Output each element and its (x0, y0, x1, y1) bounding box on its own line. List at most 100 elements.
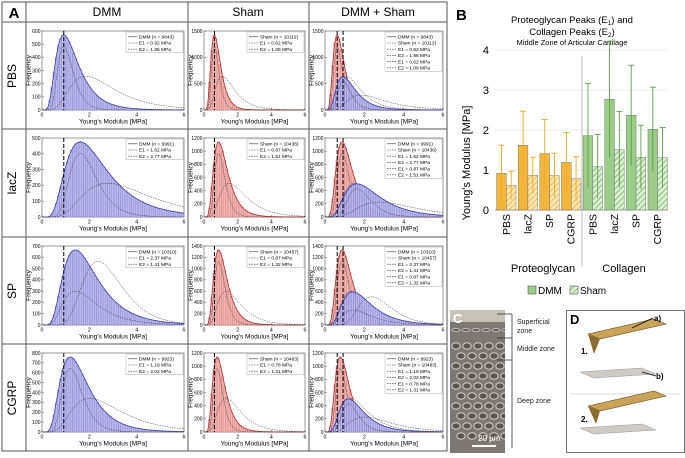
chondrocyte-icon (463, 423, 471, 429)
chondrocyte-icon (457, 393, 465, 399)
legend-text: DMM (n = 9991) (398, 142, 433, 148)
dmm-bar (127, 311, 129, 325)
dmm-bar (59, 286, 61, 325)
sham-bar (228, 404, 230, 432)
dmm-bar (347, 189, 349, 217)
y-tick-label: 200 (194, 202, 203, 208)
dmm-bar (417, 212, 419, 217)
dmm-bar (125, 425, 127, 432)
legend-text: DMM (n = 9843) (398, 35, 433, 41)
dmm-bar (351, 292, 353, 325)
y-tick-label: 400 (315, 403, 324, 409)
dmm-bar (129, 427, 131, 432)
x-tick-label: 0 (324, 113, 327, 119)
legend-label-sham: Sham (580, 286, 606, 297)
legend-text: E1 = 0.92 MPa (398, 47, 430, 53)
legend-text: E2 = 2.02 MPa (398, 375, 430, 381)
dmm-bar (136, 428, 138, 432)
legend-label-dmm: DMM (538, 286, 562, 297)
x-axis-label: Young's Modulus [MPa] (221, 119, 289, 126)
y-tick-label: 400 (32, 55, 41, 61)
sham-bar (226, 169, 228, 217)
dmm-bar (353, 402, 355, 432)
dmm-bar (118, 185, 120, 217)
dmm-bar (167, 210, 169, 217)
dmm-bar (351, 86, 353, 110)
dmm-bar (142, 202, 144, 217)
dmm-bar (110, 175, 112, 217)
dmm-bar (423, 213, 425, 217)
chondrocyte-icon (452, 423, 460, 429)
dmm-bar (380, 312, 382, 325)
sham-bar (230, 411, 232, 432)
dmm-bar (105, 292, 107, 325)
x-tick-label: 0 (41, 328, 44, 334)
chondrocyte-icon (457, 353, 465, 359)
chondrocyte-icon (496, 383, 504, 389)
dmm-bar (114, 302, 116, 325)
chondrocyte-icon (468, 393, 476, 399)
dmm-bar (358, 294, 360, 325)
dmm-bar (75, 362, 77, 432)
y-tick-label: 400 (194, 188, 203, 194)
y-tick-label: 200 (32, 300, 41, 306)
dmm-bar (345, 297, 347, 325)
x-tick-label: 0 (203, 435, 206, 441)
dmm-bar (147, 319, 149, 325)
legend-text: E1 = 0.87 MPa (398, 274, 430, 280)
panel-c-letter: C (453, 311, 463, 326)
y-tick-label: 800 (315, 278, 324, 284)
y-tick-label: 800 (32, 351, 41, 357)
y-tick-label: 800 (315, 162, 324, 168)
y-tick-label: 700 (32, 244, 41, 250)
y-axis-label: Frequency (188, 54, 195, 85)
dmm-bar (127, 193, 129, 217)
dmm-bar (367, 302, 369, 325)
dmm-bar (386, 202, 388, 217)
dmm-bar (86, 145, 88, 217)
x-tick-label: 6 (183, 328, 186, 334)
dmm-bar (70, 357, 72, 432)
dmm-bar (149, 319, 151, 325)
sham-bar (239, 315, 241, 325)
sham-bar (235, 308, 237, 325)
dmm-bar (138, 200, 140, 217)
category-label: CGRP (652, 214, 664, 244)
dmm-bar (364, 100, 366, 110)
y-tick-label: 300 (32, 68, 41, 74)
dmm-bar (415, 212, 417, 217)
dmm-bar (114, 181, 116, 217)
dmm-bar (162, 209, 164, 217)
dmm-bar (97, 158, 99, 217)
label-b: b) (656, 372, 664, 381)
panel-b-bar-chart: B Proteoglycan Peaks (E1) and Collagen P… (456, 7, 668, 297)
y-tick-label: 700 (32, 361, 41, 367)
dmm-bar (182, 213, 184, 217)
dmm-bar (99, 283, 101, 325)
y-tick-label: 1200 (312, 255, 323, 261)
y-tick-label: 100 (32, 420, 41, 426)
y-tick-label: 600 (194, 289, 203, 295)
legend-text: E2 = 2.77 MPa (398, 160, 430, 166)
dmm-bar (391, 204, 393, 217)
flat-cell-icon (452, 328, 460, 331)
dmm-bar (371, 191, 373, 217)
sham-bar (217, 358, 219, 432)
y-tick-label: 1200 (191, 255, 202, 261)
dmm-bar (175, 212, 177, 217)
panel-d-schematic: D a) 1. b) 2. (566, 310, 685, 453)
y-tick-label: 300 (32, 167, 41, 173)
x-axis-label: Young's Modulus [MPa] (350, 119, 418, 126)
x-axis-label: Young's Modulus [MPa] (79, 119, 147, 126)
chondrocyte-icon (474, 363, 482, 369)
y-axis-label: Frequency (26, 161, 33, 192)
dmm-bar (99, 98, 101, 110)
label-step-1: 1. (581, 347, 588, 356)
dmm-bar (116, 421, 118, 432)
dmm-bar (101, 408, 103, 432)
dmm-bar (151, 320, 153, 325)
dmm-bar (349, 399, 351, 432)
dmm-bar (90, 268, 92, 325)
